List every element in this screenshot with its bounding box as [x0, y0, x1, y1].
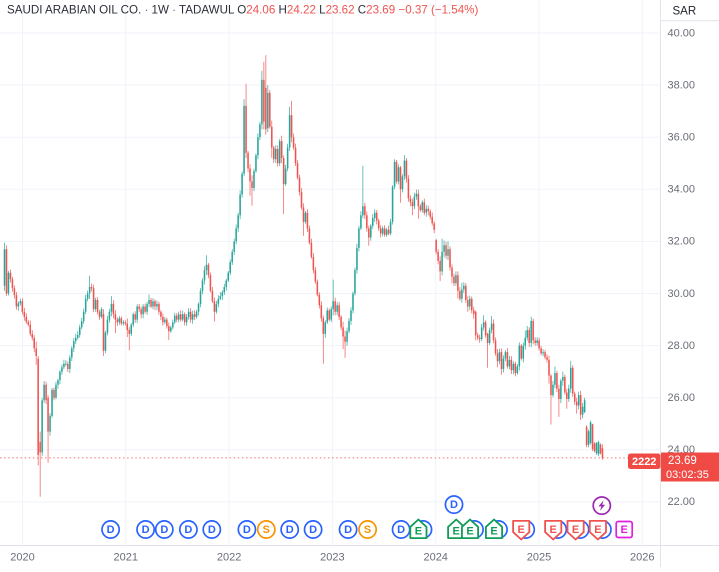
- svg-text:E: E: [621, 524, 628, 536]
- svg-text:D: D: [309, 524, 317, 536]
- svg-text:E: E: [453, 525, 460, 537]
- svg-text:D: D: [184, 524, 192, 536]
- svg-text:D: D: [243, 524, 251, 536]
- svg-text:40.00: 40.00: [668, 27, 696, 39]
- svg-text:E: E: [490, 525, 497, 537]
- svg-text:D: D: [208, 524, 216, 536]
- svg-text:E: E: [518, 524, 525, 536]
- svg-text:D: D: [286, 524, 294, 536]
- svg-text:S: S: [263, 524, 270, 536]
- svg-text:22.00: 22.00: [668, 496, 696, 508]
- svg-text:26.00: 26.00: [668, 392, 696, 404]
- svg-text:2023: 2023: [320, 552, 344, 564]
- svg-text:SAR: SAR: [673, 6, 697, 18]
- svg-text:E: E: [572, 524, 579, 536]
- svg-text:2022: 2022: [217, 552, 241, 564]
- svg-text:S: S: [364, 524, 371, 536]
- svg-text:D: D: [397, 524, 405, 536]
- svg-text:D: D: [450, 499, 458, 511]
- svg-text:E: E: [415, 525, 422, 537]
- svg-text:23.69: 23.69: [668, 455, 697, 467]
- svg-text:38.00: 38.00: [668, 79, 696, 91]
- svg-text:28.00: 28.00: [668, 340, 696, 352]
- svg-text:30.00: 30.00: [668, 288, 696, 300]
- svg-text:D: D: [107, 524, 115, 536]
- svg-text:2222: 2222: [632, 456, 656, 468]
- svg-text:34.00: 34.00: [668, 184, 696, 196]
- svg-text:32.00: 32.00: [668, 236, 696, 248]
- svg-text:E: E: [550, 524, 557, 536]
- svg-text:D: D: [344, 524, 352, 536]
- svg-text:2026: 2026: [630, 552, 654, 564]
- svg-text:E: E: [594, 524, 601, 536]
- svg-text:SAUDI ARABIAN OIL CO. · 1W · T: SAUDI ARABIAN OIL CO. · 1W · TADAWUL O24…: [7, 4, 478, 17]
- svg-text:D: D: [142, 524, 150, 536]
- svg-text:2020: 2020: [10, 552, 34, 564]
- svg-text:2021: 2021: [114, 552, 138, 564]
- svg-text:2024: 2024: [423, 552, 447, 564]
- svg-text:D: D: [160, 524, 168, 536]
- svg-text:36.00: 36.00: [668, 132, 696, 144]
- svg-text:2025: 2025: [527, 552, 551, 564]
- svg-text:03:02:35: 03:02:35: [666, 469, 709, 481]
- svg-text:E: E: [466, 525, 473, 537]
